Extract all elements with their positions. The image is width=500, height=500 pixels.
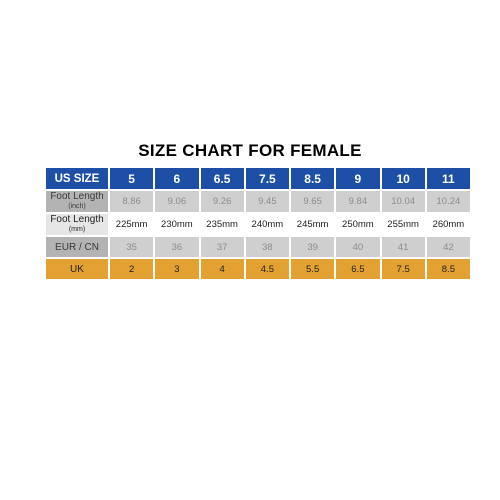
page-title: SIZE CHART FOR FEMALE	[138, 141, 362, 160]
table-cell: 35	[110, 237, 154, 257]
table-cell: 9.84	[336, 191, 380, 212]
table-cell: 225mm	[110, 214, 154, 235]
table-cell: 41	[381, 237, 425, 257]
table-cell: 7.5	[381, 259, 425, 279]
table-cell: 8.5	[291, 168, 335, 189]
table-cell: 10.04	[381, 191, 425, 212]
table-cell: 40	[336, 237, 380, 257]
table-cell: 6.5	[200, 168, 244, 189]
table-cell: 5	[110, 168, 154, 189]
table-cell: 4	[200, 259, 244, 279]
size-chart-table: US SIZE 5 6 6.5 7.5 8.5 9 10 11 Foot Len…	[44, 166, 472, 281]
table-cell: 9.65	[291, 191, 335, 212]
row-label-unit: (mm)	[68, 226, 86, 233]
table-cell: 10	[381, 168, 425, 189]
table-cell: 9.06	[155, 191, 199, 212]
row-label-text: Foot Length	[50, 191, 104, 202]
row-label-foot-length-inch: Foot Length (inch)	[46, 191, 108, 212]
row-label-us-size: US SIZE	[46, 168, 108, 189]
table-cell: 37	[200, 237, 244, 257]
table-cell: 8.5	[426, 259, 470, 279]
table-cell: 230mm	[155, 214, 199, 235]
row-label-text: Foot Length	[50, 214, 104, 225]
table-cell: 10.24	[426, 191, 470, 212]
table-row-eur-cn: EUR / CN 35 36 37 38 39 40 41 42	[46, 237, 470, 257]
row-label-eur-cn: EUR / CN	[46, 237, 108, 257]
table-row-uk: UK 2 3 4 4.5 5.5 6.5 7.5 8.5	[46, 259, 470, 279]
table-row-foot-length-inch: Foot Length (inch) 8.86 9.06 9.26 9.45 9…	[46, 191, 470, 212]
table-cell: 3	[155, 259, 199, 279]
table-cell: 39	[291, 237, 335, 257]
table-cell: 36	[155, 237, 199, 257]
row-label-foot-length-mm: Foot Length (mm)	[46, 214, 108, 235]
table-cell: 255mm	[381, 214, 425, 235]
table-cell: 9.45	[245, 191, 289, 212]
table-cell: 6.5	[336, 259, 380, 279]
table-cell: 9.26	[200, 191, 244, 212]
row-label-unit: (inch)	[68, 203, 86, 210]
table-cell: 42	[426, 237, 470, 257]
table-cell: 5.5	[291, 259, 335, 279]
table-cell: 38	[245, 237, 289, 257]
table-cell: 2	[110, 259, 154, 279]
table-cell: 8.86	[110, 191, 154, 212]
table-cell: 235mm	[200, 214, 244, 235]
table-cell: 11	[426, 168, 470, 189]
table-cell: 4.5	[245, 259, 289, 279]
table-cell: 245mm	[291, 214, 335, 235]
table-cell: 9	[336, 168, 380, 189]
table-cell: 240mm	[245, 214, 289, 235]
row-label-uk: UK	[46, 259, 108, 279]
table-row-us-size: US SIZE 5 6 6.5 7.5 8.5 9 10 11	[46, 168, 470, 189]
table-cell: 260mm	[426, 214, 470, 235]
table-row-foot-length-mm: Foot Length (mm) 225mm 230mm 235mm 240mm…	[46, 214, 470, 235]
table-cell: 7.5	[245, 168, 289, 189]
table-cell: 6	[155, 168, 199, 189]
table-cell: 250mm	[336, 214, 380, 235]
